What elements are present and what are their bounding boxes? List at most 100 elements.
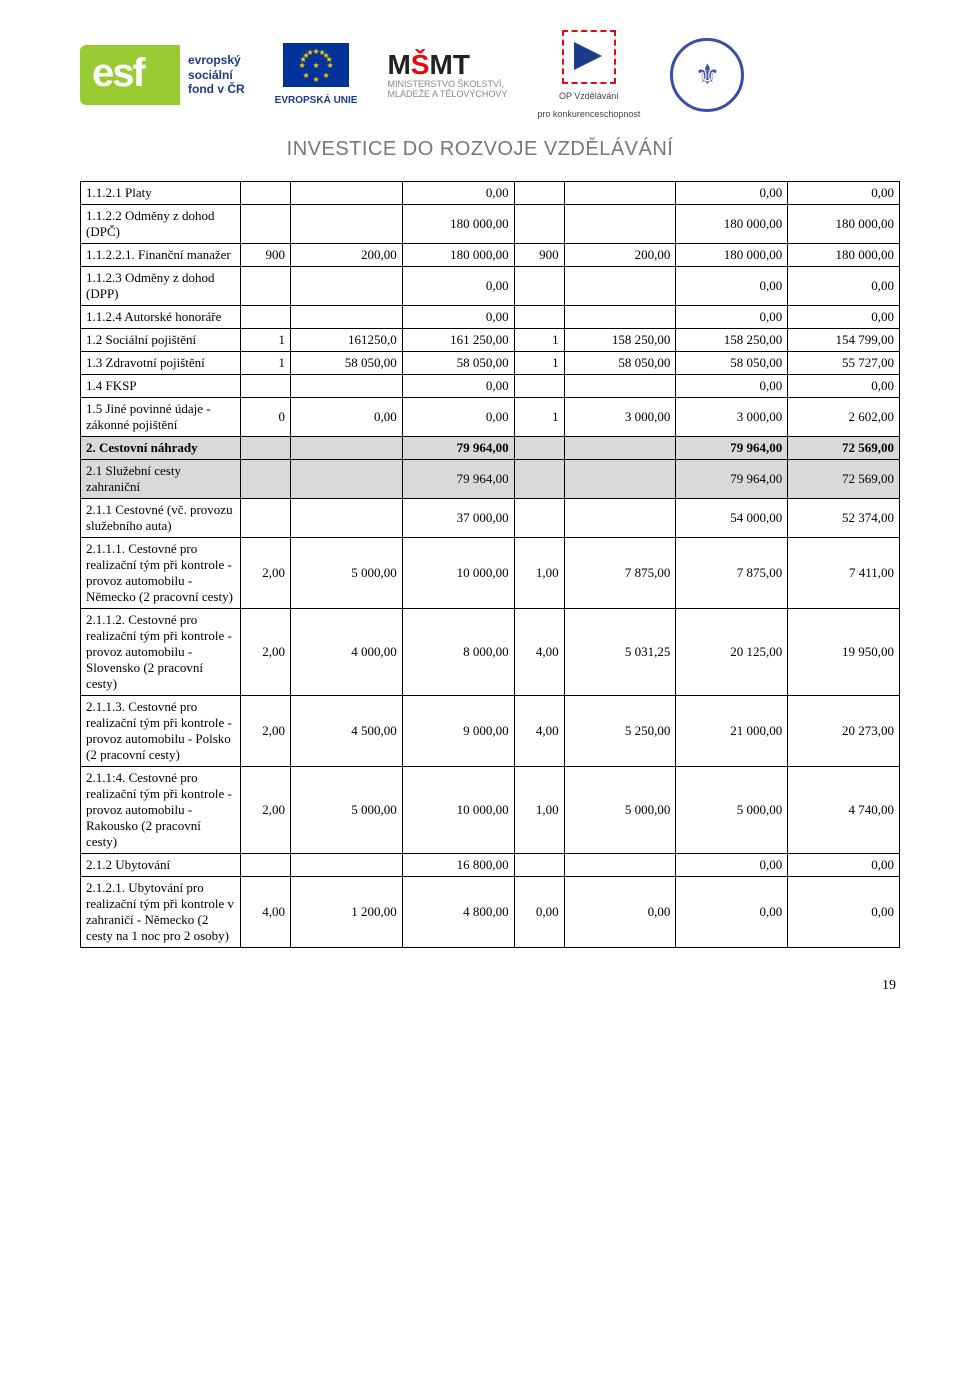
row-cell: 4 500,00	[291, 695, 403, 766]
row-cell: 2,00	[241, 608, 291, 695]
row-cell: 0,00	[676, 374, 788, 397]
row-cell: 20 273,00	[788, 695, 900, 766]
row-cell: 158 250,00	[676, 328, 788, 351]
row-cell: 2,00	[241, 766, 291, 853]
row-label: 1.5 Jiné povinné údaje - zákonné pojiště…	[81, 397, 241, 436]
row-cell: 21 000,00	[676, 695, 788, 766]
row-label: 1.1.2.4 Autorské honoráře	[81, 305, 241, 328]
row-cell	[291, 374, 403, 397]
table-row: 1.1.2.2 Odměny z dohod (DPČ)180 000,0018…	[81, 204, 900, 243]
row-cell: 0,00	[788, 374, 900, 397]
row-cell: 0,00	[676, 305, 788, 328]
row-label: 2.1 Služební cesty zahraniční	[81, 459, 241, 498]
table-row: 2.1.2 Ubytování16 800,000,000,00	[81, 853, 900, 876]
table-row: 2.1 Služební cesty zahraniční 79 964,00 79…	[81, 459, 900, 498]
row-cell: 79 964,00	[402, 459, 514, 498]
row-cell	[291, 498, 403, 537]
row-cell: 58 050,00	[291, 351, 403, 374]
row-cell: 0,00	[291, 397, 403, 436]
row-cell: 180 000,00	[788, 204, 900, 243]
op-line: pro konkurenceschopnost	[537, 110, 640, 120]
row-cell: 10 000,00	[402, 766, 514, 853]
row-label: 1.1.2.2.1. Finanční manažer	[81, 243, 241, 266]
msmt-logo-block: MŠMT MINISTERSTVO ŠKOLSTVÍ, MLÁDEŽE A TĚ…	[387, 50, 507, 101]
row-cell	[291, 436, 403, 459]
esf-line: fond v ČR	[188, 82, 245, 96]
row-cell: 8 000,00	[402, 608, 514, 695]
table-row: 1.1.2.4 Autorské honoráře0,000,000,00	[81, 305, 900, 328]
row-cell: 58 050,00	[676, 351, 788, 374]
row-cell: 79 964,00	[676, 459, 788, 498]
row-cell	[241, 498, 291, 537]
row-cell	[564, 459, 676, 498]
row-label: 2. Cestovní náhrady	[81, 436, 241, 459]
row-cell: 0,00	[564, 876, 676, 947]
row-cell	[241, 181, 291, 204]
row-cell: 200,00	[291, 243, 403, 266]
row-cell: 55 727,00	[788, 351, 900, 374]
row-cell	[514, 498, 564, 537]
page-number: 19	[80, 978, 900, 994]
row-cell: 0,00	[402, 305, 514, 328]
table-row: 1.3 Zdravotní pojištění158 050,0058 050,…	[81, 351, 900, 374]
row-label: 2.1.1 Cestovné (vč. provozu služebního a…	[81, 498, 241, 537]
row-cell	[514, 266, 564, 305]
row-cell: 0,00	[788, 305, 900, 328]
row-label: 2.1.1.1. Cestovné pro realizační tým při…	[81, 537, 241, 608]
budget-table: 1.1.2.1 Platy0,000,000,001.1.2.2 Odměny …	[80, 181, 900, 948]
row-cell: 0,00	[788, 853, 900, 876]
row-label: 1.4 FKSP	[81, 374, 241, 397]
row-cell: 3 000,00	[676, 397, 788, 436]
row-cell: 4 740,00	[788, 766, 900, 853]
row-label: 1.1.2.3 Odměny z dohod (DPP)	[81, 266, 241, 305]
eu-flag-icon	[283, 43, 349, 87]
esf-line: sociální	[188, 68, 245, 82]
row-cell: 900	[241, 243, 291, 266]
table-row: 1.4 FKSP0,000,000,00	[81, 374, 900, 397]
row-cell: 1 200,00	[291, 876, 403, 947]
row-cell: 1	[241, 328, 291, 351]
row-cell	[564, 374, 676, 397]
row-cell: 1,00	[514, 537, 564, 608]
msmt-mark-icon: MŠMT	[387, 50, 507, 81]
esf-line: evropský	[188, 53, 245, 67]
eu-logo-block: EVROPSKÁ UNIE	[275, 43, 358, 106]
row-cell: 79 964,00	[402, 436, 514, 459]
row-cell: 2,00	[241, 695, 291, 766]
row-cell: 4 000,00	[291, 608, 403, 695]
table-row: 1.1.2.1 Platy0,000,000,00	[81, 181, 900, 204]
row-cell: 161250,0	[291, 328, 403, 351]
row-cell: 0,00	[402, 397, 514, 436]
row-cell: 180 000,00	[402, 243, 514, 266]
row-cell: 161 250,00	[402, 328, 514, 351]
row-cell: 5 250,00	[564, 695, 676, 766]
header-banner: evropský sociální fond v ČR EVROPSKÁ UNI…	[0, 0, 960, 130]
row-label: 1.1.2.2 Odměny z dohod (DPČ)	[81, 204, 241, 243]
row-cell: 72 569,00	[788, 459, 900, 498]
row-cell: 900	[514, 243, 564, 266]
row-cell	[514, 459, 564, 498]
row-cell	[514, 204, 564, 243]
row-cell: 2,00	[241, 537, 291, 608]
row-cell: 7 875,00	[676, 537, 788, 608]
row-cell	[291, 181, 403, 204]
row-cell	[291, 459, 403, 498]
row-cell	[514, 436, 564, 459]
row-cell: 0,00	[788, 181, 900, 204]
row-cell: 5 000,00	[291, 537, 403, 608]
row-cell: 1,00	[514, 766, 564, 853]
table-row: 2.1.1.2. Cestovné pro realizační tým při…	[81, 608, 900, 695]
row-cell: 0,00	[788, 876, 900, 947]
row-cell: 19 950,00	[788, 608, 900, 695]
row-cell: 1	[241, 351, 291, 374]
row-cell	[291, 266, 403, 305]
row-cell: 1	[514, 351, 564, 374]
row-cell: 5 000,00	[291, 766, 403, 853]
row-label: 2.1.2.1. Ubytování pro realizační tým př…	[81, 876, 241, 947]
table-row: 2.1.1.3. Cestovné pro realizační tým při…	[81, 695, 900, 766]
row-cell: 4,00	[514, 695, 564, 766]
row-cell: 0,00	[676, 181, 788, 204]
table-row: 2.1.1.1. Cestovné pro realizační tým při…	[81, 537, 900, 608]
row-cell	[564, 181, 676, 204]
row-cell: 0,00	[402, 181, 514, 204]
